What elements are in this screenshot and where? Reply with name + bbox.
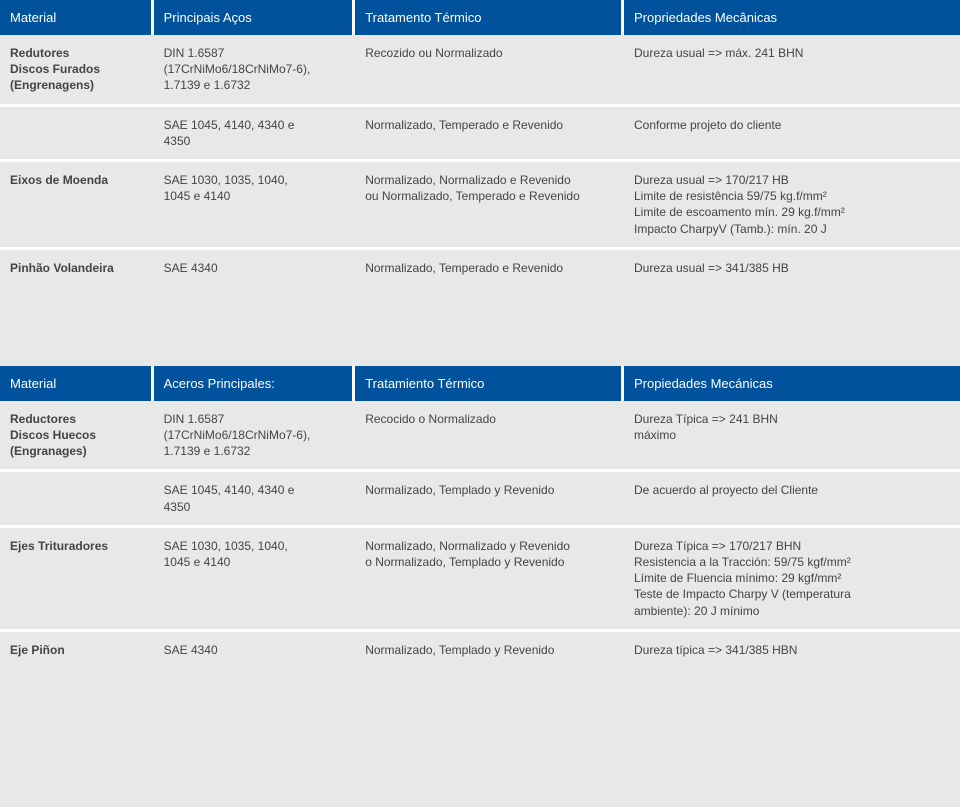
cell-line: máximo bbox=[634, 428, 676, 442]
cell-line: SAE 1045, 4140, 4340 e bbox=[164, 118, 295, 132]
cell-line: ambiente): 20 J mínimo bbox=[634, 604, 759, 618]
cell-line: Normalizado, Normalizado e Revenido bbox=[365, 173, 570, 187]
cell-line: 1.7139 e 1.6732 bbox=[164, 78, 251, 92]
cell-line: (17CrNiMo6/18CrNiMo7-6), bbox=[164, 428, 311, 442]
cell-line: Discos Huecos bbox=[10, 428, 96, 442]
header-propiedades: Propiedades Mecánicas bbox=[624, 366, 960, 401]
cell-tratamento: Recozido ou Normalizado bbox=[355, 35, 624, 104]
table-row: Ejes Trituradores SAE 1030, 1035, 1040, … bbox=[0, 528, 960, 629]
cell-propriedades: Dureza usual => 170/217 HB Limite de res… bbox=[624, 162, 960, 247]
cell-line: Teste de Impacto Charpy V (temperatura bbox=[634, 587, 851, 601]
cell-line: (Engranages) bbox=[10, 444, 87, 458]
cell-material bbox=[0, 472, 154, 524]
cell-line: Reductores bbox=[10, 412, 76, 426]
header-tratamiento: Tratamiento Térmico bbox=[355, 366, 624, 401]
cell-aceros: SAE 4340 bbox=[154, 632, 356, 668]
cell-line: 1045 e 4140 bbox=[164, 189, 231, 203]
header-aceros: Aceros Principales: bbox=[154, 366, 356, 401]
cell-propiedades: De acuerdo al proyecto del Cliente bbox=[624, 472, 960, 524]
cell-acos: SAE 4340 bbox=[154, 250, 356, 286]
cell-material bbox=[0, 107, 154, 159]
cell-propriedades: Dureza típica => 341/385 HBN bbox=[624, 632, 960, 668]
cell-line: SAE 1045, 4140, 4340 e bbox=[164, 483, 295, 497]
cell-acos: SAE 1030, 1035, 1040, 1045 e 4140 bbox=[154, 162, 356, 247]
cell-material: Redutores Discos Furados (Engrenagens) bbox=[0, 35, 154, 104]
table-row: SAE 1045, 4140, 4340 e 4350 Normalizado,… bbox=[0, 107, 960, 159]
cell-line: Dureza usual => 170/217 HB bbox=[634, 173, 789, 187]
header-material: Material bbox=[0, 0, 154, 35]
cell-line: SAE 1030, 1035, 1040, bbox=[164, 173, 288, 187]
table-header-row: Material Aceros Principales: Tratamiento… bbox=[0, 366, 960, 401]
cell-propriedades: Dureza usual => máx. 241 BHN bbox=[624, 35, 960, 104]
cell-aceros: SAE 1045, 4140, 4340 e 4350 bbox=[154, 472, 356, 524]
table-header-row: Material Principais Aços Tratamento Térm… bbox=[0, 0, 960, 35]
cell-propiedades: Dureza Típica => 170/217 BHN Resistencia… bbox=[624, 528, 960, 629]
cell-line: (17CrNiMo6/18CrNiMo7-6), bbox=[164, 62, 311, 76]
cell-tratamiento: Normalizado, Normalizado y Revenido o No… bbox=[355, 528, 624, 629]
cell-propriedades: Conforme projeto do cliente bbox=[624, 107, 960, 159]
cell-line: Normalizado, Normalizado y Revenido bbox=[365, 539, 570, 553]
cell-aceros: SAE 1030, 1035, 1040, 1045 e 4140 bbox=[154, 528, 356, 629]
cell-line: SAE 1030, 1035, 1040, bbox=[164, 539, 288, 553]
cell-line: Dureza Típica => 241 BHN bbox=[634, 412, 778, 426]
cell-line: 4350 bbox=[164, 500, 191, 514]
cell-acos: SAE 1045, 4140, 4340 e 4350 bbox=[154, 107, 356, 159]
cell-material: Pinhão Volandeira bbox=[0, 250, 154, 286]
cell-tratamento: Normalizado, Normalizado e Revenido ou N… bbox=[355, 162, 624, 247]
table-row: Eje Piñon SAE 4340 Normalizado, Templado… bbox=[0, 632, 960, 668]
header-acos: Principais Aços bbox=[154, 0, 356, 35]
cell-acos: DIN 1.6587 (17CrNiMo6/18CrNiMo7-6), 1.71… bbox=[154, 35, 356, 104]
cell-line: Impacto CharpyV (Tamb.): mín. 20 J bbox=[634, 222, 827, 236]
cell-line: Límite de Fluencia mínimo: 29 kgf/mm² bbox=[634, 571, 841, 585]
table-gap bbox=[0, 286, 960, 366]
cell-line: Limite de escoamento mín. 29 kg.f/mm² bbox=[634, 205, 845, 219]
cell-tratamento: Normalizado, Temperado e Revenido bbox=[355, 107, 624, 159]
table-row: Redutores Discos Furados (Engrenagens) D… bbox=[0, 35, 960, 104]
cell-tratamiento: Recocido o Normalizado bbox=[355, 401, 624, 470]
cell-line: ou Normalizado, Temperado e Revenido bbox=[365, 189, 580, 203]
cell-line: (Engrenagens) bbox=[10, 78, 94, 92]
cell-line: Dureza Típica => 170/217 BHN bbox=[634, 539, 801, 553]
table-row: Eixos de Moenda SAE 1030, 1035, 1040, 10… bbox=[0, 162, 960, 247]
table-spanish: Material Aceros Principales: Tratamiento… bbox=[0, 366, 960, 668]
cell-propriedades: Dureza usual => 341/385 HB bbox=[624, 250, 960, 286]
cell-line: 4350 bbox=[164, 134, 191, 148]
cell-material: Eixos de Moenda bbox=[0, 162, 154, 247]
table-row: Reductores Discos Huecos (Engranages) DI… bbox=[0, 401, 960, 470]
cell-line: DIN 1.6587 bbox=[164, 412, 225, 426]
cell-line: DIN 1.6587 bbox=[164, 46, 225, 60]
cell-material: Eje Piñon bbox=[0, 632, 154, 668]
cell-line: o Normalizado, Templado y Revenido bbox=[365, 555, 564, 569]
table-portuguese: Material Principais Aços Tratamento Térm… bbox=[0, 0, 960, 286]
cell-tratamento: Normalizado, Temperado e Revenido bbox=[355, 250, 624, 286]
table-row: SAE 1045, 4140, 4340 e 4350 Normalizado,… bbox=[0, 472, 960, 524]
cell-tratamiento: Normalizado, Templado y Revenido bbox=[355, 632, 624, 668]
cell-material: Reductores Discos Huecos (Engranages) bbox=[0, 401, 154, 470]
cell-line: 1045 e 4140 bbox=[164, 555, 231, 569]
cell-tratamiento: Normalizado, Templado y Revenido bbox=[355, 472, 624, 524]
cell-aceros: DIN 1.6587 (17CrNiMo6/18CrNiMo7-6), 1.71… bbox=[154, 401, 356, 470]
cell-propiedades: Dureza Típica => 241 BHN máximo bbox=[624, 401, 960, 470]
header-propriedades: Propriedades Mecânicas bbox=[624, 0, 960, 35]
cell-line: Redutores bbox=[10, 46, 69, 60]
cell-line: Discos Furados bbox=[10, 62, 100, 76]
cell-line: Resistencia a la Tracción: 59/75 kgf/mm² bbox=[634, 555, 851, 569]
cell-line: Limite de resistência 59/75 kg.f/mm² bbox=[634, 189, 827, 203]
cell-line: 1.7139 e 1.6732 bbox=[164, 444, 251, 458]
table-row: Pinhão Volandeira SAE 4340 Normalizado, … bbox=[0, 250, 960, 286]
header-material: Material bbox=[0, 366, 154, 401]
cell-material: Ejes Trituradores bbox=[0, 528, 154, 629]
header-tratamento: Tratamento Térmico bbox=[355, 0, 624, 35]
